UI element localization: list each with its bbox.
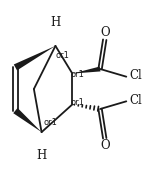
- Polygon shape: [72, 67, 101, 74]
- Text: or1: or1: [71, 98, 85, 107]
- Text: or1: or1: [71, 70, 85, 79]
- Text: H: H: [50, 16, 61, 29]
- Text: Cl: Cl: [129, 69, 142, 82]
- Text: O: O: [100, 25, 109, 38]
- Text: Cl: Cl: [129, 94, 142, 107]
- Polygon shape: [13, 108, 42, 132]
- Text: or1: or1: [43, 118, 57, 127]
- Polygon shape: [14, 46, 55, 70]
- Text: or1: or1: [55, 51, 69, 60]
- Text: O: O: [100, 140, 109, 153]
- Text: H: H: [36, 149, 47, 162]
